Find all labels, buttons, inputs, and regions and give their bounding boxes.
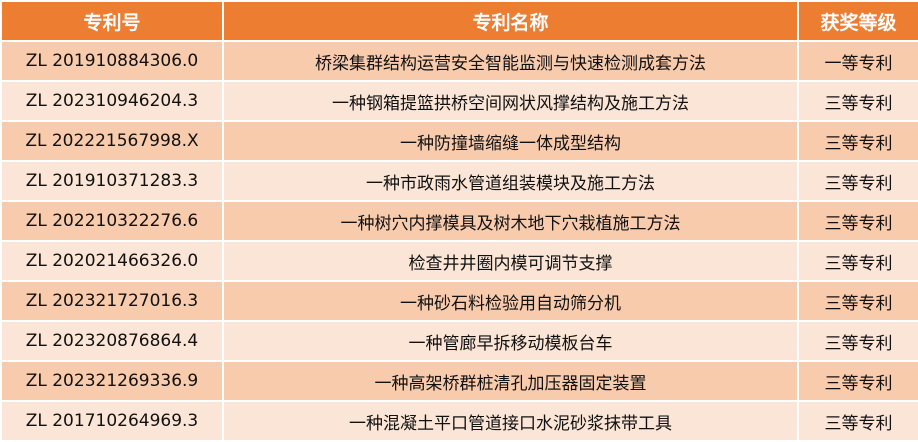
patent-number-cell: ZL 201710264969.3: [0, 400, 224, 442]
patent-number-cell: ZL 202320876864.4: [0, 320, 224, 362]
award-level-cell: 三等专利: [797, 80, 918, 122]
patent-number-cell: ZL 201910884306.0: [0, 40, 224, 82]
patent-number-cell: ZL 202221567998.X: [0, 120, 224, 162]
award-level-cell: 三等专利: [797, 200, 918, 242]
header-award-level: 获奖等级: [797, 0, 918, 42]
table-row: ZL 202320876864.4 一种管廊早拆移动模板台车 三等专利: [0, 320, 918, 362]
table-row: ZL 201710264969.3 一种混凝土平口管道接口水泥砂浆抹带工具 三等专利: [0, 400, 918, 442]
patent-name-cell: 一种防撞墙缩缝一体成型结构: [222, 120, 799, 162]
table-row: ZL 201910371283.3 一种市政雨水管道组装模块及施工方法 三等专利: [0, 160, 918, 202]
patent-name-cell: 一种树穴内撑模具及树木地下穴栽植施工方法: [222, 200, 799, 242]
award-level-cell: 三等专利: [797, 280, 918, 322]
patent-name-cell: 一种管廊早拆移动模板台车: [222, 320, 799, 362]
patent-number-cell: ZL 202021466326.0: [0, 240, 224, 282]
award-level-cell: 三等专利: [797, 160, 918, 202]
table-row: ZL 202310946204.3 一种钢箱提篮拱桥空间网状风撑结构及施工方法 三等…: [0, 80, 918, 122]
header-patent-number: 专利号: [0, 0, 224, 42]
patent-name-cell: 一种高架桥群桩清孔加压器固定装置: [222, 360, 799, 402]
patent-name-cell: 一种钢箱提篮拱桥空间网状风撑结构及施工方法: [222, 80, 799, 122]
award-level-cell: 三等专利: [797, 240, 918, 282]
patent-name-cell: 一种混凝土平口管道接口水泥砂浆抹带工具: [222, 400, 799, 442]
patent-number-cell: ZL 201910371283.3: [0, 160, 224, 202]
patent-name-cell: 一种砂石料检验用自动筛分机: [222, 280, 799, 322]
table-row: ZL 202321269336.9 一种高架桥群桩清孔加压器固定装置 三等专利: [0, 360, 918, 402]
header-row: 专利号 专利名称 获奖等级: [0, 0, 918, 42]
patent-number-cell: ZL 202321727016.3: [0, 280, 224, 322]
award-level-cell: 三等专利: [797, 360, 918, 402]
patent-name-cell: 检查井井圈内模可调节支撑: [222, 240, 799, 282]
patent-number-cell: ZL 202321269336.9: [0, 360, 224, 402]
table-row: ZL 201910884306.0 桥梁集群结构运营安全智能监测与快速检测成套方法…: [0, 40, 918, 82]
award-level-cell: 三等专利: [797, 120, 918, 162]
patent-number-cell: ZL 202210322276.6: [0, 200, 224, 242]
table-row: ZL 202221567998.X 一种防撞墙缩缝一体成型结构 三等专利: [0, 120, 918, 162]
patent-number-cell: ZL 202310946204.3: [0, 80, 224, 122]
award-level-cell: 一等专利: [797, 40, 918, 82]
patent-name-cell: 一种市政雨水管道组装模块及施工方法: [222, 160, 799, 202]
patent-name-cell: 桥梁集群结构运营安全智能监测与快速检测成套方法: [222, 40, 799, 82]
table-row: ZL 202210322276.6 一种树穴内撑模具及树木地下穴栽植施工方法 三等专…: [0, 200, 918, 242]
table-row: ZL 202321727016.3 一种砂石料检验用自动筛分机 三等专利: [0, 280, 918, 322]
award-level-cell: 三等专利: [797, 400, 918, 442]
table-row: ZL 202021466326.0 检查井井圈内模可调节支撑 三等专利: [0, 240, 918, 282]
award-level-cell: 三等专利: [797, 320, 918, 362]
header-patent-name: 专利名称: [222, 0, 799, 42]
